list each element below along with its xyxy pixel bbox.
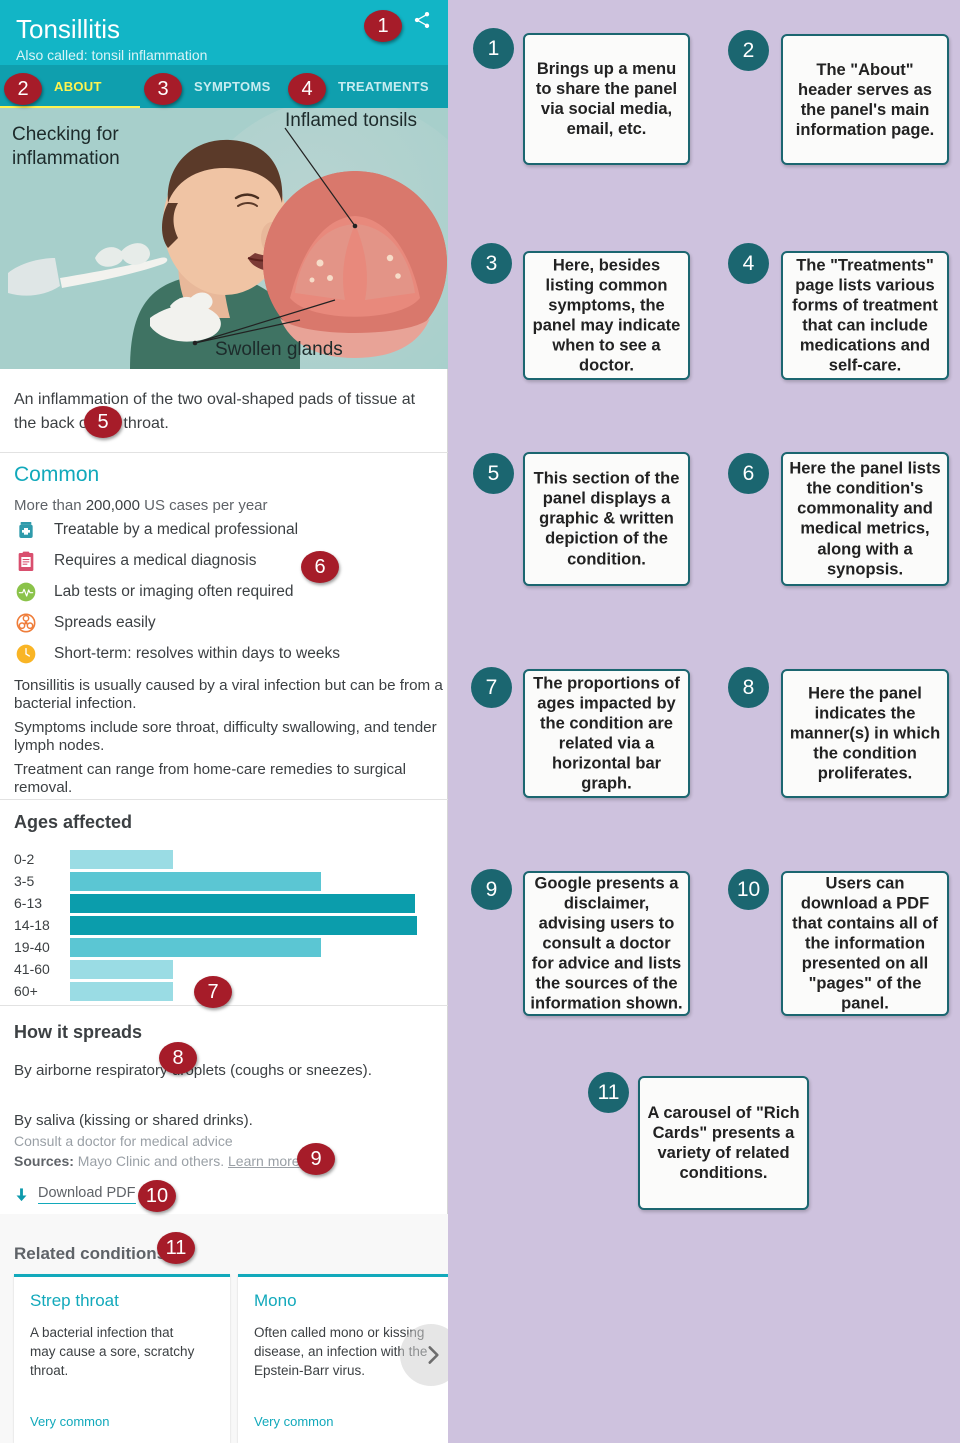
svg-text:Inflamed tonsils: Inflamed tonsils: [285, 110, 417, 131]
svg-text:Checking for: Checking for: [12, 124, 119, 145]
svg-text:inflammation: inflammation: [12, 148, 120, 169]
svg-text:Swollen glands: Swollen glands: [215, 339, 343, 360]
